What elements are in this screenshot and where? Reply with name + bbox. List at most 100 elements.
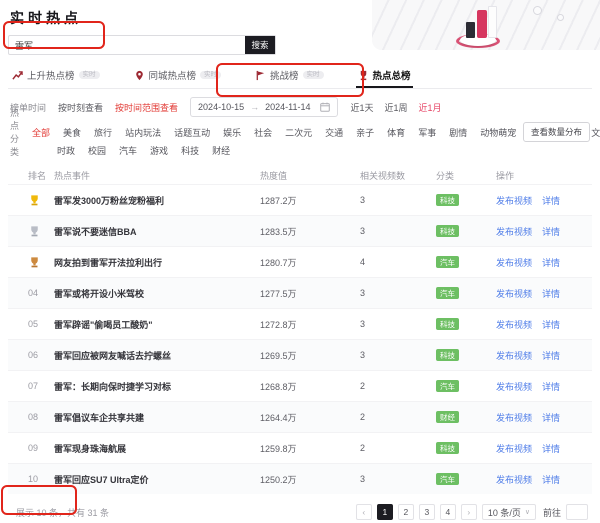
silver-medal-icon — [31, 225, 38, 236]
view-by-moment-option[interactable]: 按时刻查看 — [58, 102, 104, 113]
category-item[interactable]: 科技 — [181, 145, 200, 156]
category-item[interactable]: 动物萌宠 — [480, 127, 517, 138]
rank-number: 06 — [28, 350, 39, 360]
category-badge: 科技 — [436, 442, 459, 454]
publish-video-link[interactable]: 发布视频 — [496, 226, 533, 237]
event-title[interactable]: 雷军回应被网友喊话去拧螺丝 — [54, 350, 172, 361]
publish-video-link[interactable]: 发布视频 — [496, 288, 533, 299]
video-count: 2 — [360, 443, 366, 453]
page-size-select[interactable]: 10 条/页 ∨ — [481, 504, 536, 520]
quick-range-1month[interactable]: 近1月 — [418, 102, 442, 113]
event-title[interactable]: 雷军：长期向保时捷学习对标 — [54, 381, 172, 392]
category-item[interactable]: 剧情 — [449, 127, 468, 138]
category-badge: 汽车 — [436, 473, 459, 485]
publish-video-link[interactable]: 发布视频 — [496, 350, 533, 361]
category-badge: 科技 — [436, 225, 459, 237]
publish-video-link[interactable]: 发布视频 — [496, 443, 533, 454]
event-title[interactable]: 网友拍到雷军开法拉利出行 — [54, 257, 163, 268]
category-item[interactable]: 交通 — [325, 127, 344, 138]
quick-range-1week[interactable]: 近1周 — [384, 102, 408, 113]
video-count: 3 — [360, 195, 366, 205]
page-button-3[interactable]: 3 — [418, 504, 435, 520]
publish-video-link[interactable]: 发布视频 — [496, 381, 533, 392]
event-title[interactable]: 雷军说不要迷信BBA — [54, 226, 137, 237]
heat-value: 1259.8万 — [260, 443, 297, 454]
search-input[interactable] — [9, 36, 245, 54]
page-button-2[interactable]: 2 — [397, 504, 414, 520]
next-page-icon[interactable]: › — [460, 504, 477, 520]
category-item[interactable]: 财经 — [212, 145, 231, 156]
detail-link[interactable]: 详情 — [542, 381, 561, 392]
category-item[interactable]: 汽车 — [119, 145, 138, 156]
goto-page-input[interactable] — [566, 504, 588, 520]
quick-range-group: 近1天 近1周 近1月 — [350, 101, 441, 114]
category-item[interactable]: 体育 — [387, 127, 406, 138]
publish-video-link[interactable]: 发布视频 — [496, 412, 533, 423]
page-button-1[interactable]: 1 — [376, 504, 393, 520]
detail-link[interactable]: 详情 — [542, 288, 561, 299]
tab-challenge-list[interactable]: 挑战榜 实时 — [255, 68, 324, 88]
date-end[interactable]: 2024-11-14 — [265, 102, 311, 112]
publish-video-link[interactable]: 发布视频 — [496, 319, 533, 330]
total-count-summary: 展示 10 条，共有 31 条 — [16, 507, 110, 518]
category-item[interactable]: 军事 — [418, 127, 437, 138]
category-item[interactable]: 社会 — [254, 127, 273, 138]
category-item[interactable]: 游戏 — [150, 145, 169, 156]
detail-link[interactable]: 详情 — [542, 257, 561, 268]
category-item[interactable]: 站内玩法 — [125, 127, 162, 138]
page-button-4[interactable]: 4 — [439, 504, 456, 520]
banner-dot — [557, 14, 564, 21]
publish-video-link[interactable]: 发布视频 — [496, 257, 533, 268]
date-start[interactable]: 2024-10-15 — [198, 102, 245, 112]
category-item[interactable]: 娱乐 — [223, 127, 242, 138]
heat-value: 1272.8万 — [260, 319, 297, 330]
view-by-range-option[interactable]: 按时间范围查看 — [115, 102, 179, 113]
detail-link[interactable]: 详情 — [542, 195, 561, 206]
chevron-down-icon: ∨ — [524, 509, 530, 516]
detail-link[interactable]: 详情 — [542, 412, 561, 423]
category-item[interactable]: 话题互动 — [174, 127, 211, 138]
category-item[interactable]: 亲子 — [356, 127, 375, 138]
category-line-2: 时政 校园 汽车 游戏 科技 财经 — [10, 142, 592, 158]
video-count: 3 — [360, 474, 366, 484]
publish-video-link[interactable]: 发布视频 — [496, 195, 533, 206]
category-item[interactable]: 旅行 — [94, 127, 113, 138]
page-title: 实时热点 — [10, 10, 82, 26]
col-heat: 热度值 — [260, 170, 288, 181]
rank-number: 09 — [28, 443, 39, 453]
category-item-all[interactable]: 全部 — [32, 127, 51, 138]
prev-page-icon[interactable]: ‹ — [355, 504, 372, 520]
search-button[interactable]: 搜索 — [245, 36, 275, 54]
category-item[interactable]: 二次元 — [285, 127, 313, 138]
tab-bar: 上升热点榜 实时 同城热点榜 实时 挑战榜 实时 热点总榜 — [8, 65, 592, 89]
tab-total-hotspots[interactable]: 热点总榜 — [355, 68, 413, 88]
publish-video-link[interactable]: 发布视频 — [496, 474, 533, 485]
tab-label: 热点总榜 — [372, 71, 411, 82]
video-count: 2 — [360, 381, 366, 391]
quick-range-1day[interactable]: 近1天 — [350, 102, 374, 113]
tab-city-hotspots[interactable]: 同城热点榜 实时 — [134, 68, 222, 88]
event-title[interactable]: 雷军现身珠海航展 — [54, 443, 127, 454]
event-title[interactable]: 雷军倡议车企共享共建 — [54, 412, 145, 423]
category-item[interactable]: 美食 — [63, 127, 82, 138]
detail-link[interactable]: 详情 — [542, 226, 561, 237]
tab-badge: 实时 — [200, 70, 222, 80]
event-title[interactable]: 雷军辟谣"偷喝员工酸奶" — [54, 319, 153, 330]
view-distribution-button[interactable]: 查看数量分布 — [522, 122, 590, 142]
heat-value: 1277.5万 — [260, 288, 297, 299]
video-count: 3 — [360, 288, 366, 298]
detail-link[interactable]: 详情 — [542, 443, 561, 454]
detail-link[interactable]: 详情 — [542, 350, 561, 361]
event-title[interactable]: 雷军发3000万粉丝宠粉福利 — [54, 195, 165, 206]
category-item[interactable]: 时政 — [57, 145, 76, 156]
detail-link[interactable]: 详情 — [542, 474, 561, 485]
category-filter-label: 热点分类 — [10, 108, 20, 157]
video-count: 3 — [360, 319, 366, 329]
detail-link[interactable]: 详情 — [542, 319, 561, 330]
category-item[interactable]: 文化教育 — [591, 127, 600, 138]
event-title[interactable]: 雷军或将开设小米驾校 — [54, 288, 145, 299]
tab-rising-hotspots[interactable]: 上升热点榜 实时 — [12, 68, 100, 88]
category-item[interactable]: 校园 — [88, 145, 107, 156]
date-range-picker[interactable]: 2024-10-15 → 2024-11-14 — [190, 97, 339, 117]
event-title[interactable]: 雷军回应SU7 Ultra定价 — [54, 474, 149, 485]
